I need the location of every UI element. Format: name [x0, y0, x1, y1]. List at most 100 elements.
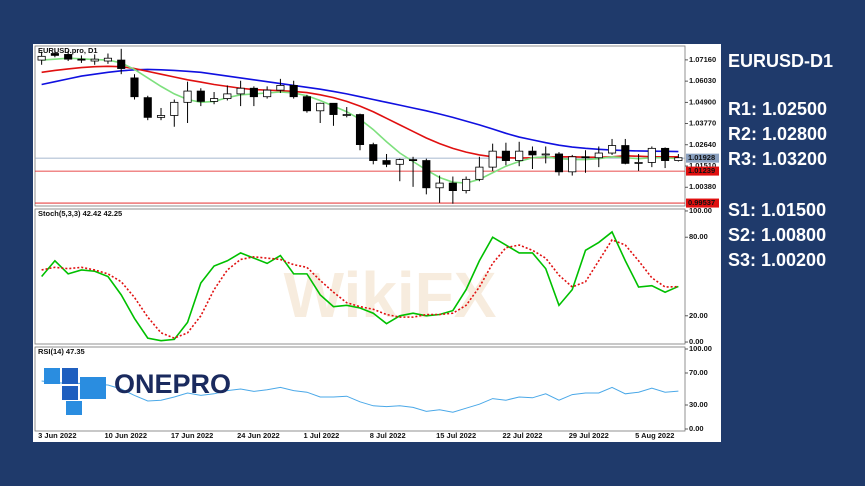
x-tick-label: 1 Jul 2022 — [303, 431, 339, 440]
x-tick-label: 5 Aug 2022 — [635, 431, 674, 440]
x-tick-label: 17 Jun 2022 — [171, 431, 214, 440]
y-tick-label: 20.00 — [689, 311, 708, 320]
candle-body — [289, 85, 298, 98]
candle-body — [37, 55, 46, 61]
panel-border — [34, 45, 686, 207]
y-tick-label: 1.02640 — [689, 140, 716, 149]
candle-body — [448, 182, 457, 192]
panel-border — [34, 346, 686, 432]
x-tick-label: 24 Jun 2022 — [237, 431, 280, 440]
candle-body — [607, 145, 617, 154]
logo-square — [62, 386, 78, 400]
candle-body — [249, 87, 258, 98]
y-tick-label: 1.04900 — [689, 97, 716, 106]
candle-body — [395, 159, 404, 165]
y-tick-label: 80.00 — [689, 232, 708, 241]
candle-body — [661, 147, 670, 161]
candle-body — [236, 87, 245, 95]
y-tick-label: 1.06030 — [689, 76, 716, 85]
candle-body — [674, 157, 683, 161]
logo: ONEPRO — [44, 368, 231, 415]
panel-border — [34, 208, 686, 345]
price-level-box — [686, 198, 719, 208]
price-level-label: 0.99537 — [688, 198, 715, 207]
price-level-label: 1.01928 — [688, 153, 715, 162]
y-tick-label: 100.00 — [689, 206, 712, 215]
indicator-line — [41, 230, 679, 342]
price-level-box — [686, 153, 719, 163]
y-tick-label: 100.00 — [689, 344, 712, 353]
candle-body — [409, 159, 418, 162]
candle-body — [422, 160, 431, 189]
y-tick-label: 70.00 — [689, 368, 708, 377]
candle-body — [515, 150, 524, 161]
y-tick-label: 1.00380 — [689, 182, 716, 191]
y-tick-label: 1.03770 — [689, 119, 716, 128]
candle-body — [475, 166, 484, 180]
candle-body — [143, 97, 152, 118]
candle-body — [223, 93, 232, 99]
candle-body — [130, 77, 139, 98]
candle-body — [528, 150, 537, 156]
price-level-label: 1.01239 — [688, 166, 715, 175]
indicator-line — [41, 68, 679, 153]
candle-body — [77, 58, 86, 61]
symbol-label: EURUSD-D1 — [728, 51, 833, 71]
candle-body — [316, 102, 325, 112]
y-tick-label: 0.00 — [689, 424, 704, 433]
candle-body — [103, 57, 113, 62]
plot: EURUSD.pro, D1 1.07160 1.06030 1.04900 1.037… — [34, 45, 719, 440]
candle-body — [621, 145, 630, 164]
x-tick-label: 10 Jun 2022 — [104, 431, 147, 440]
price-level-box — [686, 166, 719, 176]
resistance-level: R3: 1.03200 — [728, 149, 827, 169]
support-level: S3: 1.00200 — [728, 250, 826, 270]
candle-body — [210, 98, 219, 102]
candle-body — [554, 153, 564, 173]
candle-body — [196, 90, 205, 102]
candle-body — [435, 182, 444, 189]
candle-body — [90, 58, 99, 62]
candle-body — [581, 156, 590, 159]
candle-body — [170, 101, 179, 116]
y-tick-label: 1.07160 — [689, 55, 716, 64]
candle-body — [382, 160, 391, 165]
support-level: S2: 1.00800 — [728, 225, 826, 245]
panel-title: EURUSD.pro, D1 — [38, 46, 98, 55]
logo-text: ONEPRO — [114, 369, 231, 399]
candle-body — [634, 162, 643, 164]
y-tick-label: 0.00 — [689, 337, 704, 346]
x-tick-label: 22 Jul 2022 — [502, 431, 542, 440]
candle-body — [369, 144, 378, 161]
candle-body — [488, 150, 497, 168]
logo-square — [66, 401, 82, 415]
x-tick-label: 15 Jul 2022 — [436, 431, 476, 440]
candle-body — [183, 90, 192, 103]
candle-body — [501, 150, 510, 161]
logo-square — [44, 368, 60, 384]
resistance-level: R1: 1.02500 — [728, 99, 827, 119]
candle-body — [342, 114, 351, 116]
candle-body — [355, 114, 365, 145]
candle-body — [263, 89, 272, 98]
panel-title: Stoch(5,3,3) 42.42 42.25 — [38, 209, 122, 218]
candle-body — [647, 147, 656, 163]
candle-body — [50, 53, 59, 56]
resistance-level: R2: 1.02800 — [728, 124, 827, 144]
indicator-line — [41, 380, 679, 413]
candle-body — [302, 96, 311, 112]
support-level: S1: 1.01500 — [728, 200, 826, 220]
candle-body — [117, 59, 126, 69]
candle-body — [156, 115, 166, 118]
candle-body — [541, 153, 550, 156]
candle-body — [568, 156, 577, 173]
logo-square — [80, 377, 106, 399]
candle-body — [594, 152, 603, 159]
x-tick-label: 8 Jul 2022 — [370, 431, 406, 440]
candle-body — [462, 178, 471, 192]
candle-body — [329, 102, 338, 115]
candle-body — [64, 54, 73, 60]
panel-title: RSI(14) 47.35 — [38, 347, 85, 356]
